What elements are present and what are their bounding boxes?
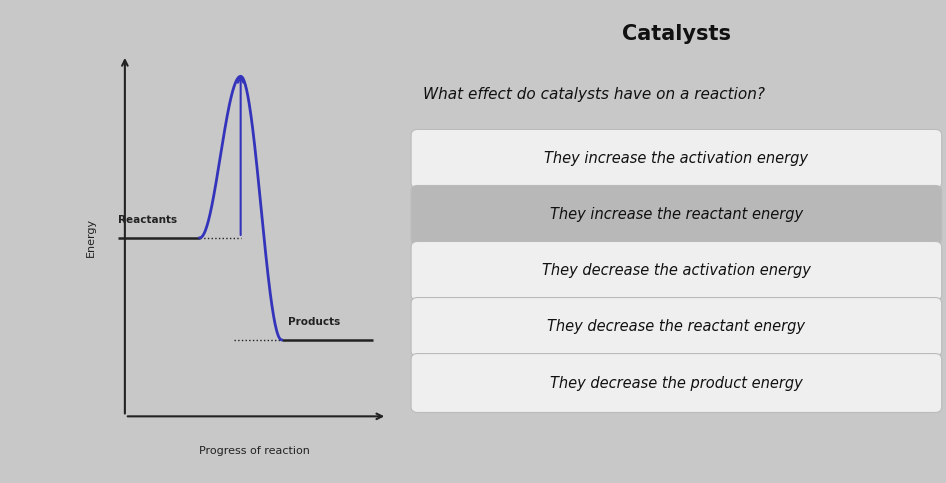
FancyBboxPatch shape — [412, 298, 941, 356]
Text: Catalysts: Catalysts — [622, 24, 731, 44]
Text: They increase the activation energy: They increase the activation energy — [544, 151, 809, 167]
FancyBboxPatch shape — [412, 354, 941, 412]
Text: Products: Products — [289, 317, 341, 327]
Text: Energy: Energy — [86, 218, 96, 257]
Text: Reactants: Reactants — [118, 215, 177, 225]
Text: What effect do catalysts have on a reaction?: What effect do catalysts have on a react… — [423, 87, 765, 102]
Text: They decrease the activation energy: They decrease the activation energy — [542, 263, 811, 279]
Text: They increase the reactant energy: They increase the reactant energy — [550, 207, 803, 223]
Text: Progress of reaction: Progress of reaction — [199, 446, 309, 456]
Text: They decrease the product energy: They decrease the product energy — [550, 375, 803, 391]
FancyBboxPatch shape — [412, 185, 941, 244]
Text: They decrease the reactant energy: They decrease the reactant energy — [548, 319, 805, 335]
FancyBboxPatch shape — [412, 129, 941, 188]
FancyBboxPatch shape — [412, 242, 941, 300]
